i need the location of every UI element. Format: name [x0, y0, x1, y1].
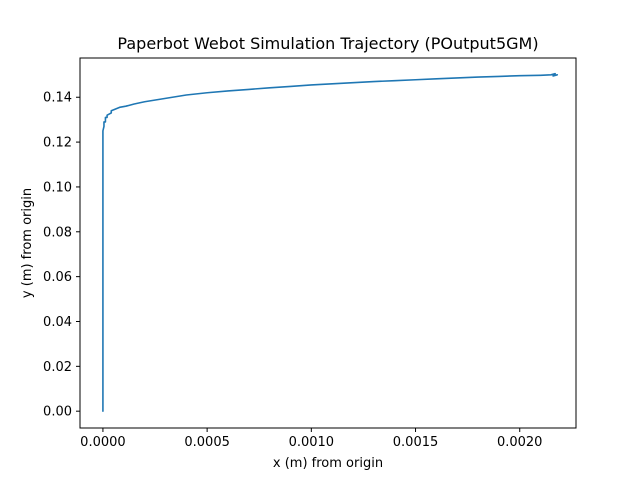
- x-axis-label: x (m) from origin: [273, 456, 383, 471]
- y-tick-label: 0.12: [43, 136, 72, 151]
- trajectory-series-line: [102, 72, 559, 412]
- y-tick-label: 0.00: [43, 405, 72, 420]
- y-axis-ticks: 0.00 0.02 0.04 0.06 0.08 0.10 0.12 0.14: [43, 91, 80, 420]
- x-axis-ticks: 0.0000 0.0005 0.0010 0.0015 0.0020: [80, 428, 542, 450]
- x-tick-label: 0.0000: [80, 435, 126, 450]
- y-tick-label: 0.02: [43, 360, 72, 375]
- x-tick-label: 0.0015: [393, 435, 439, 450]
- y-tick-label: 0.08: [43, 225, 72, 240]
- y-tick-label: 0.10: [43, 180, 72, 195]
- plot-area-frame: [79, 57, 577, 429]
- x-tick-label: 0.0005: [184, 435, 230, 450]
- y-axis-label: y (m) from origin: [20, 188, 35, 298]
- x-tick-label: 0.0020: [497, 435, 543, 450]
- series-group: [102, 72, 559, 412]
- y-tick-label: 0.14: [43, 91, 72, 106]
- y-tick-label: 0.06: [43, 270, 72, 285]
- y-tick-label: 0.04: [43, 315, 72, 330]
- x-tick-label: 0.0010: [289, 435, 335, 450]
- chart-title: Paperbot Webot Simulation Trajectory (PO…: [117, 34, 538, 53]
